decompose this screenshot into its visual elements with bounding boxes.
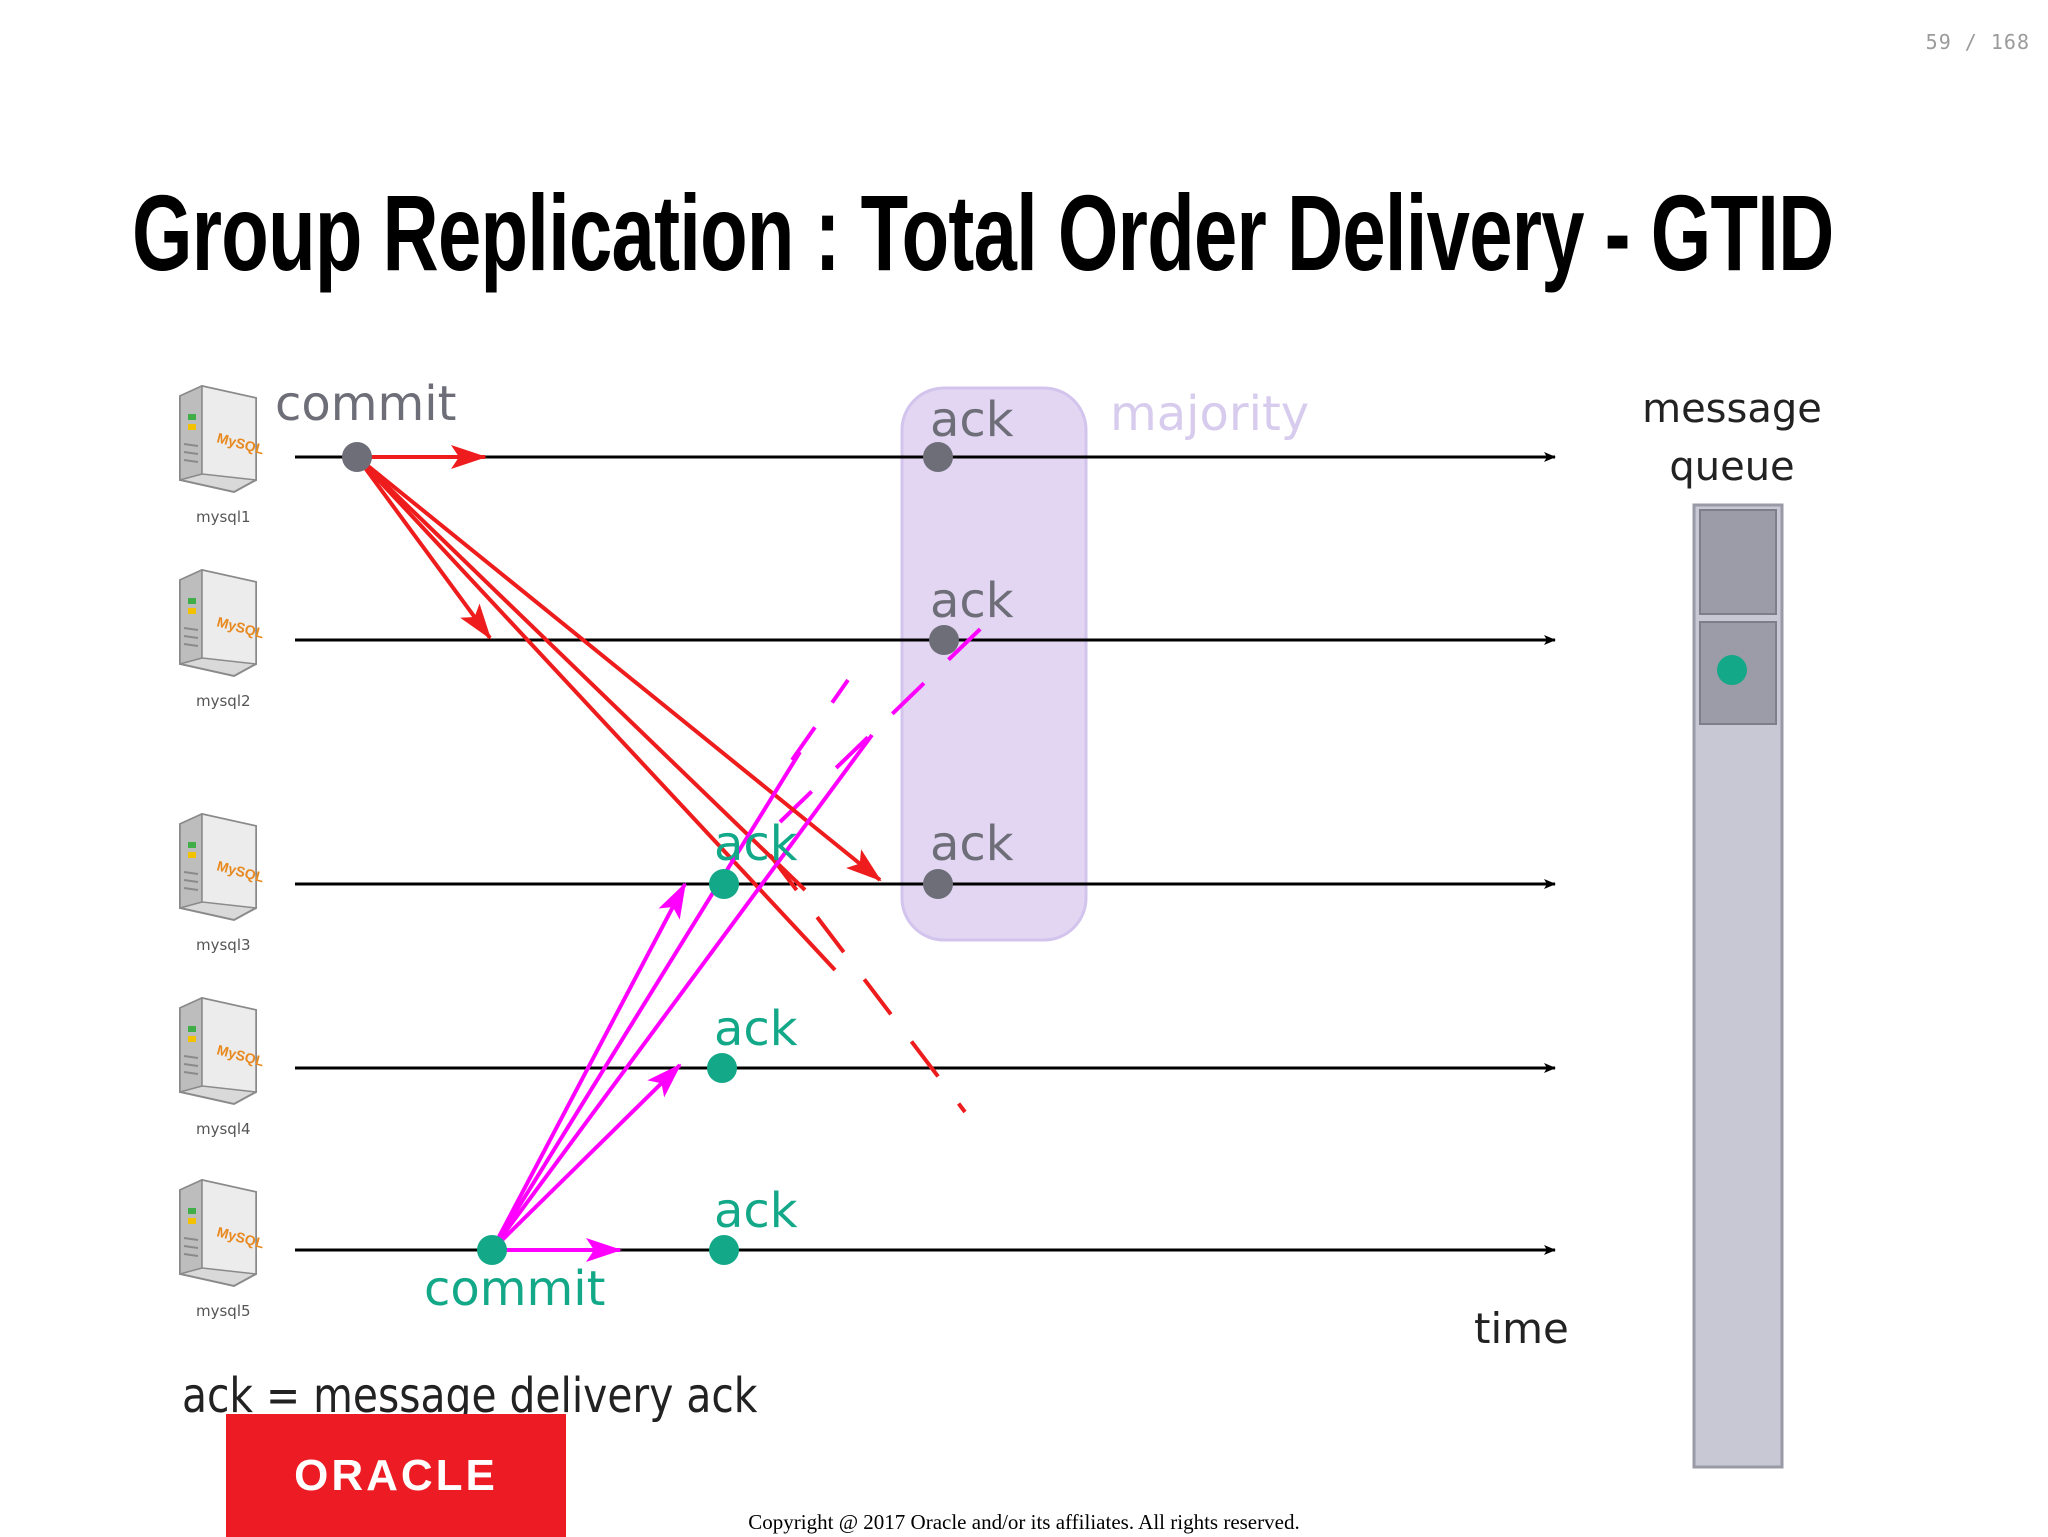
magenta-arrow-to-mysql4 — [490, 1063, 682, 1252]
label-ack-mysql4: ack — [714, 1001, 798, 1057]
label-commit-bottom: commit — [424, 1261, 605, 1317]
label-message: message — [1642, 386, 1822, 432]
red-arrow-to-mysql2 — [355, 455, 492, 640]
magenta-dashed-delivery-line-2 — [790, 678, 850, 762]
ack-dot-mysql5 — [709, 1235, 739, 1265]
red-dashed-delivery-line — [768, 853, 967, 1114]
page-title: Group Replication : Total Order Delivery… — [132, 172, 1834, 293]
oracle-logo: ORACLE — [226, 1414, 566, 1537]
magenta-line-to-mysql1 — [490, 733, 874, 1252]
queue-slot-1 — [1699, 509, 1777, 615]
ack-dot-mysql2 — [929, 625, 959, 655]
red-line-to-mysql5 — [355, 455, 837, 972]
server-icon-mysql2 — [179, 569, 268, 677]
label-ack-mysql5: ack — [714, 1183, 798, 1239]
server-label-mysql2: mysql2 — [196, 692, 251, 710]
copyright: Copyright @ 2017 Oracle and/or its affil… — [748, 1510, 1300, 1534]
label-ack-mysql1: ack — [930, 392, 1014, 448]
magenta-arrow-to-mysql3 — [490, 882, 687, 1251]
server-label-mysql5: mysql5 — [196, 1302, 251, 1320]
magenta-line-to-mysql2 — [490, 750, 802, 1252]
commit-dot-mysql5 — [477, 1235, 507, 1265]
oracle-logo-text: ORACLE — [294, 1450, 498, 1500]
label-time: time — [1474, 1304, 1569, 1353]
ack-dot-mysql1 — [923, 442, 953, 472]
server-icon-mysql3 — [179, 813, 268, 921]
queue-message-dot — [1717, 655, 1747, 685]
majority-region — [900, 386, 1088, 942]
magenta-dashed-delivery-line — [778, 608, 1002, 824]
label-ack-mysql2: ack — [930, 573, 1014, 629]
ack-dot-mysql4 — [707, 1053, 737, 1083]
label-ack-mysql3-teal: ack — [714, 816, 798, 872]
server-label-mysql3: mysql3 — [196, 936, 251, 954]
red-line-to-mysql4 — [355, 455, 807, 892]
page-counter: 59 / 168 — [1925, 30, 2030, 54]
label-ack-mysql3-red: ack — [930, 816, 1014, 872]
ack-dot-mysql3-teal — [709, 869, 739, 899]
label-queue: queue — [1669, 444, 1794, 490]
server-icon-mysql4 — [179, 997, 268, 1105]
commit-dot-mysql1 — [342, 442, 372, 472]
label-commit-top: commit — [275, 376, 456, 432]
server-label-mysql1: mysql1 — [196, 508, 251, 526]
label-majority: majority — [1110, 386, 1309, 442]
ack-dot-mysql3-red — [923, 869, 953, 899]
server-icon-mysql5 — [179, 1179, 268, 1287]
red-arrow-to-mysql3 — [355, 455, 882, 882]
server-label-mysql4: mysql4 — [196, 1120, 251, 1138]
server-icon-mysql1 — [179, 385, 268, 493]
